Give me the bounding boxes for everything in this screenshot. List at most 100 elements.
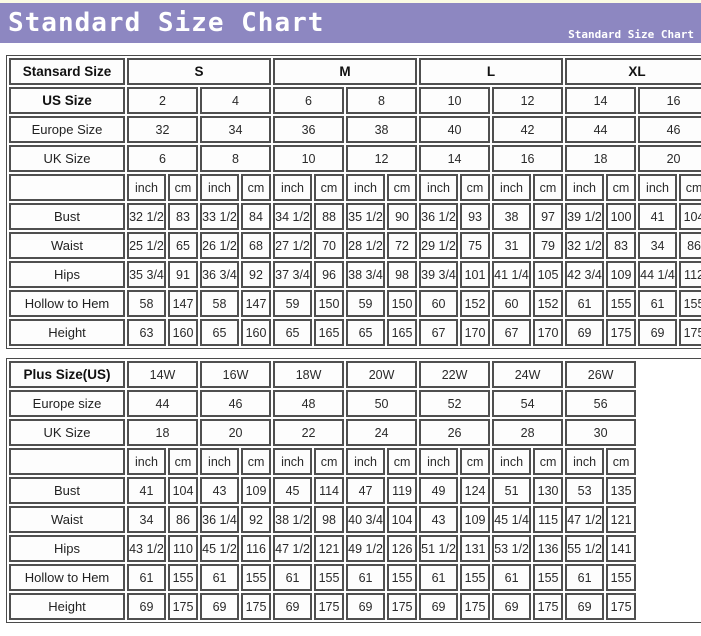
cell-value: cm [533, 448, 564, 475]
cell-value: 59 [273, 290, 313, 317]
cell-value: 175 [314, 593, 345, 620]
cell-value: 109 [460, 506, 491, 533]
cell-value: 69 [492, 593, 532, 620]
cell-value: 150 [314, 290, 345, 317]
cell-value: inch [346, 174, 386, 201]
cell-value: 12 [346, 145, 418, 172]
cell-value: 16W [200, 361, 272, 388]
cell-value: 39 3/4 [419, 261, 459, 288]
cell-value: 47 [346, 477, 386, 504]
cell-value: 34 1/2 [273, 203, 313, 230]
cell-value: 115 [533, 506, 564, 533]
cell-value: 34 [127, 506, 166, 533]
cell-value: 36 1/4 [200, 506, 240, 533]
cell-value: 30 [565, 419, 637, 446]
cell-value: 150 [387, 290, 418, 317]
cell-value: inch [200, 174, 239, 201]
cell-value: 90 [387, 203, 418, 230]
cell-value: 109 [241, 477, 272, 504]
cell-value: M [273, 58, 418, 85]
row-label: Waist [9, 232, 125, 259]
cell-value: 86 [679, 232, 701, 259]
cell-value: 28 [492, 419, 564, 446]
table-row: UK Size 18 20 22 24 26 28 30 [9, 419, 701, 446]
cell-value: 69 [127, 593, 166, 620]
cell-value: cm [314, 448, 345, 475]
cell-value: 75 [460, 232, 491, 259]
cell-value: 58 [200, 290, 239, 317]
cell-value: 141 [606, 535, 637, 562]
cell-value: 69 [273, 593, 313, 620]
cell-value: 147 [241, 290, 272, 317]
cell-value: 52 [419, 390, 491, 417]
cell-value: 4 [200, 87, 272, 114]
cell-value: 12 [492, 87, 564, 114]
top-cream-strip [0, 0, 701, 3]
cell-value: 6 [127, 145, 198, 172]
cell-value: inch [419, 448, 459, 475]
cell-value: 38 3/4 [346, 261, 386, 288]
cell-value: 20W [346, 361, 418, 388]
cell-value: 44 1/4 [638, 261, 678, 288]
table-row: Hollow to Hem 61 155 61 155 61 155 61 155 61 155 61… [9, 564, 701, 591]
cell-value: inch [273, 174, 313, 201]
cell-value: inch [419, 174, 459, 201]
cell-value: 61 [273, 564, 313, 591]
cell-value: 26W [565, 361, 637, 388]
cell-value: 24W [492, 361, 564, 388]
cell-value: 65 [346, 319, 386, 346]
cell-value: 36 [273, 116, 345, 143]
cell-value: 119 [387, 477, 418, 504]
table-row: Hollow to Hem 58 147 58 147 59 150 59 150 60 152 60… [9, 290, 701, 317]
cell-value: 45 1/2 [200, 535, 240, 562]
cell-value: 49 1/2 [346, 535, 386, 562]
banner-subtitle: Standard Size Chart [568, 28, 694, 41]
cell-value: cm [460, 448, 491, 475]
row-label: Bust [9, 477, 125, 504]
row-label: Hollow to Hem [9, 290, 125, 317]
cell-value: S [127, 58, 272, 85]
cell-value: 105 [533, 261, 564, 288]
cell-value: 175 [533, 593, 564, 620]
table-row: Height 63 160 65 160 65 165 65 165 67 170 67 170 69 17… [9, 319, 701, 346]
cell-value: 61 [492, 564, 532, 591]
cell-value: 44 [565, 116, 637, 143]
cell-value: 32 [127, 116, 198, 143]
row-label: Hips [9, 261, 125, 288]
cell-value: L [419, 58, 564, 85]
cell-value: cm [679, 174, 701, 201]
cell-value: 18 [127, 419, 199, 446]
cell-value: 61 [127, 564, 166, 591]
cell-value: 59 [346, 290, 386, 317]
cell-value: 53 [565, 477, 605, 504]
cell-value: 39 1/2 [565, 203, 605, 230]
cell-value: cm [606, 448, 637, 475]
cell-value: 58 [127, 290, 166, 317]
cell-value: 51 [492, 477, 532, 504]
cell-value: 121 [314, 535, 345, 562]
row-label: UK Size [9, 419, 125, 446]
cell-value: 38 1/2 [273, 506, 313, 533]
row-label: UK Size [9, 145, 125, 172]
cell-value: 14 [419, 145, 491, 172]
row-label: Height [9, 319, 125, 346]
cell-value: cm [241, 448, 272, 475]
cell-value: inch [200, 448, 240, 475]
cell-value: inch [346, 448, 386, 475]
cell-value: 175 [241, 593, 272, 620]
cell-value: 67 [419, 319, 459, 346]
size-charts-area: Stansard Size S M L XL US Size 2 4 6 8 10 12 14 16 Eur… [0, 43, 701, 623]
table-row: Waist 34 86 36 1/4 92 38 1/2 98 40 3/4 104 43 109 4… [9, 506, 701, 533]
cell-value: 46 [638, 116, 701, 143]
cell-value: 83 [606, 232, 637, 259]
cell-value: 65 [168, 232, 198, 259]
cell-value: 38 [346, 116, 418, 143]
row-label: Bust [9, 203, 125, 230]
cell-value: 61 [638, 290, 678, 317]
cell-value: 88 [314, 203, 345, 230]
plus-size-table: Plus Size(US) 14W 16W 18W 20W 22W 24W 26W Europe… [6, 358, 701, 623]
cell-value: 38 [492, 203, 532, 230]
cell-value: cm [387, 448, 418, 475]
cell-value: 83 [168, 203, 198, 230]
row-label: US Size [9, 87, 125, 114]
